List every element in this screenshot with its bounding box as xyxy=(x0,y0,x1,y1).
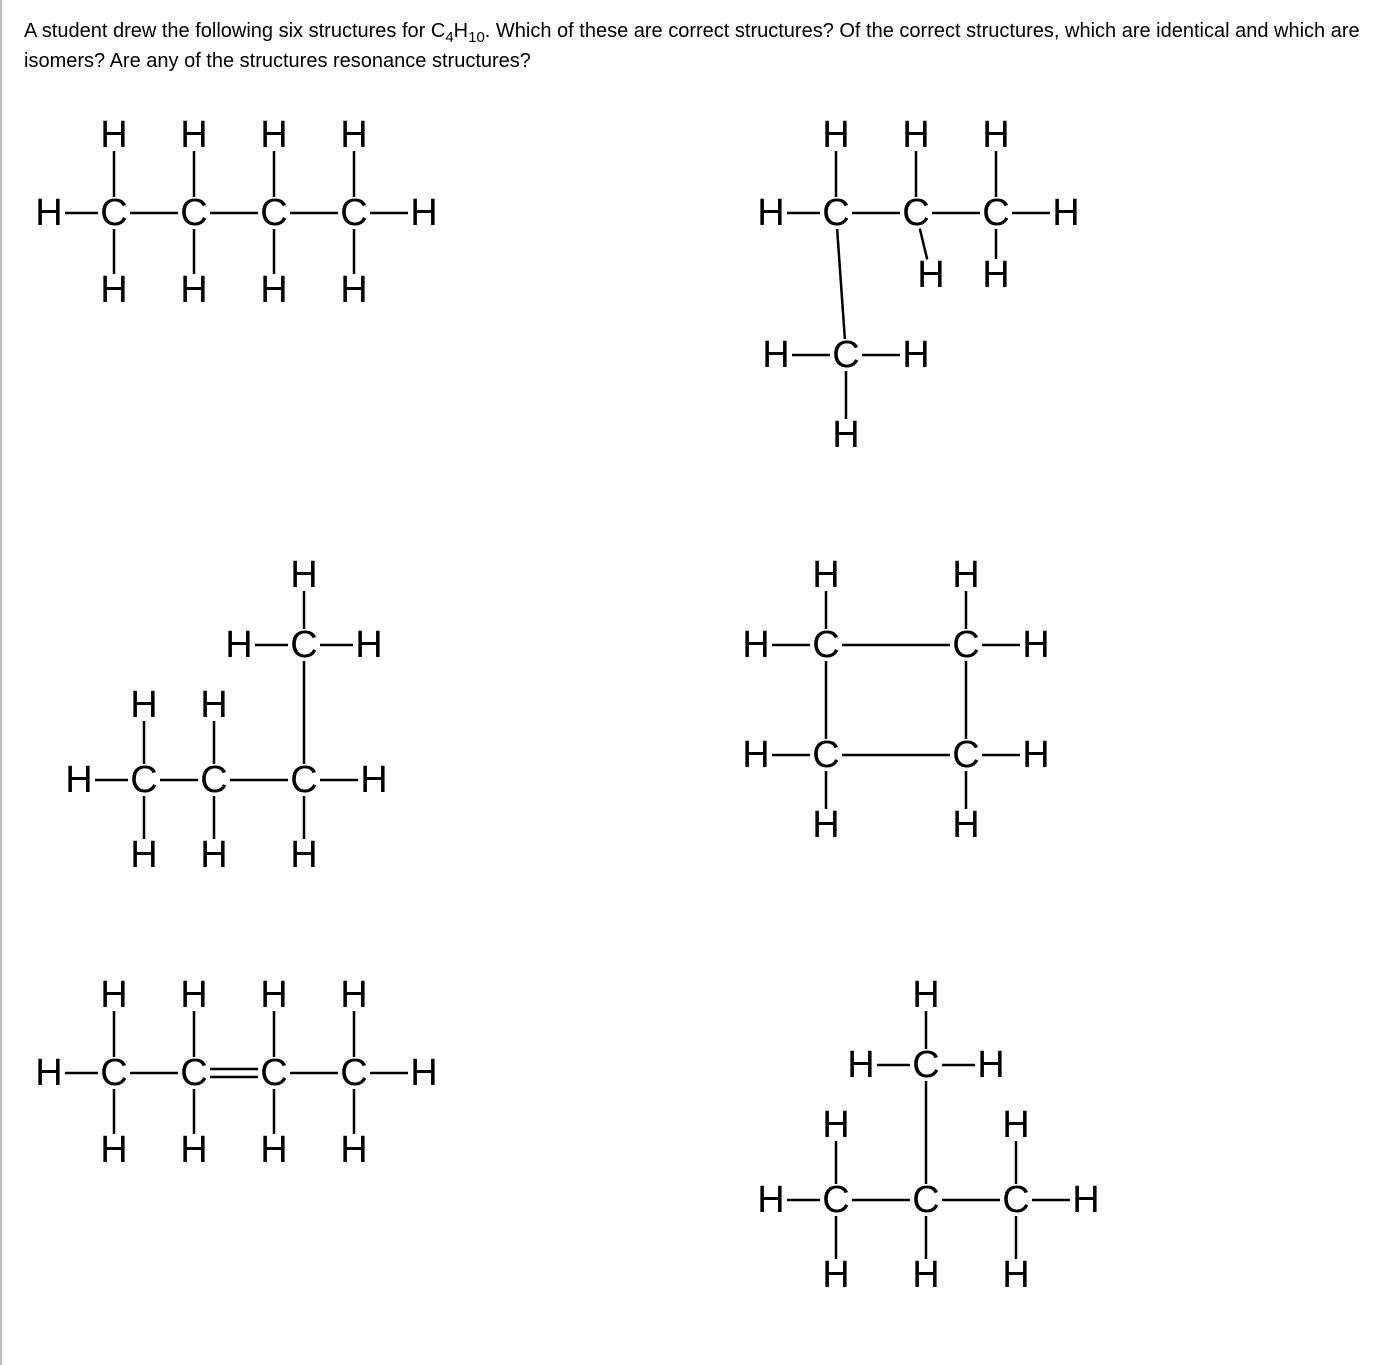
svg-text:H: H xyxy=(1052,192,1079,234)
svg-text:H: H xyxy=(260,1129,287,1165)
svg-text:H: H xyxy=(982,254,1009,296)
svg-text:H: H xyxy=(340,974,367,1016)
svg-text:H: H xyxy=(130,834,157,876)
svg-text:H: H xyxy=(1072,1179,1099,1221)
svg-text:C: C xyxy=(260,192,287,234)
svg-text:C: C xyxy=(832,334,859,376)
svg-text:H: H xyxy=(832,414,859,456)
svg-text:H: H xyxy=(260,974,287,1016)
svg-text:C: C xyxy=(200,759,227,801)
svg-text:H: H xyxy=(742,624,769,666)
svg-text:C: C xyxy=(340,1052,367,1094)
svg-text:H: H xyxy=(200,684,227,726)
svg-text:H: H xyxy=(742,734,769,776)
structure-5: HHHHHCCCCHHHHH xyxy=(24,965,676,1305)
svg-text:H: H xyxy=(290,554,317,596)
svg-text:H: H xyxy=(982,114,1009,156)
svg-text:H: H xyxy=(812,554,839,596)
svg-text:H: H xyxy=(822,1104,849,1146)
svg-text:H: H xyxy=(260,114,287,156)
structure-1: HHHHHCCCCHHHHH xyxy=(24,105,676,465)
svg-text:C: C xyxy=(912,1044,939,1086)
svg-text:C: C xyxy=(812,734,839,776)
svg-text:H: H xyxy=(290,834,317,876)
svg-text:H: H xyxy=(812,804,839,845)
svg-text:C: C xyxy=(822,192,849,234)
svg-text:H: H xyxy=(847,1044,874,1086)
svg-text:C: C xyxy=(100,192,127,234)
structure-2: HHHHCCCHHHHCHH xyxy=(716,105,1368,465)
svg-text:H: H xyxy=(1022,734,1049,776)
svg-text:H: H xyxy=(917,254,944,296)
svg-text:H: H xyxy=(200,834,227,876)
svg-text:H: H xyxy=(902,114,929,156)
svg-text:H: H xyxy=(360,759,387,801)
svg-text:C: C xyxy=(100,1052,127,1094)
svg-text:H: H xyxy=(340,269,367,305)
svg-text:H: H xyxy=(35,192,62,234)
svg-text:H: H xyxy=(1002,1104,1029,1146)
svg-text:C: C xyxy=(952,734,979,776)
svg-text:H: H xyxy=(902,334,929,376)
structure-6: HHCHHHHCCCHHHH xyxy=(716,965,1368,1305)
svg-text:C: C xyxy=(290,624,317,666)
svg-text:H: H xyxy=(180,974,207,1016)
svg-text:C: C xyxy=(260,1052,287,1094)
svg-text:H: H xyxy=(757,1179,784,1221)
svg-text:H: H xyxy=(340,1129,367,1165)
svg-text:H: H xyxy=(340,114,367,156)
svg-text:H: H xyxy=(100,974,127,1016)
svg-text:H: H xyxy=(912,1254,939,1296)
svg-text:H: H xyxy=(822,114,849,156)
question-text: A student drew the following six structu… xyxy=(24,18,1368,75)
svg-text:H: H xyxy=(952,554,979,596)
svg-text:H: H xyxy=(180,269,207,305)
svg-text:H: H xyxy=(762,334,789,376)
svg-text:H: H xyxy=(1022,624,1049,666)
svg-text:C: C xyxy=(130,759,157,801)
structure-3: HHCHHHHCCCHHHH xyxy=(24,545,676,885)
svg-text:C: C xyxy=(290,759,317,801)
svg-text:C: C xyxy=(822,1179,849,1221)
svg-text:C: C xyxy=(912,1179,939,1221)
svg-text:C: C xyxy=(812,624,839,666)
svg-text:C: C xyxy=(952,624,979,666)
svg-text:H: H xyxy=(757,192,784,234)
svg-text:C: C xyxy=(340,192,367,234)
svg-text:H: H xyxy=(100,114,127,156)
svg-text:H: H xyxy=(100,269,127,305)
svg-text:H: H xyxy=(410,192,437,234)
svg-text:C: C xyxy=(180,192,207,234)
svg-text:H: H xyxy=(822,1254,849,1296)
svg-text:H: H xyxy=(912,974,939,1016)
svg-text:H: H xyxy=(977,1044,1004,1086)
svg-text:C: C xyxy=(180,1052,207,1094)
svg-text:H: H xyxy=(1002,1254,1029,1296)
svg-text:H: H xyxy=(65,759,92,801)
svg-text:H: H xyxy=(180,1129,207,1165)
svg-text:H: H xyxy=(952,804,979,845)
svg-text:H: H xyxy=(100,1129,127,1165)
svg-text:C: C xyxy=(982,192,1009,234)
svg-text:H: H xyxy=(410,1052,437,1094)
svg-text:H: H xyxy=(355,624,382,666)
structure-4: HHHCCHHCCHHH xyxy=(716,545,1368,885)
svg-text:H: H xyxy=(180,114,207,156)
svg-text:C: C xyxy=(1002,1179,1029,1221)
svg-text:C: C xyxy=(902,192,929,234)
svg-text:H: H xyxy=(225,624,252,666)
svg-text:H: H xyxy=(260,269,287,305)
svg-text:H: H xyxy=(130,684,157,726)
svg-text:H: H xyxy=(35,1052,62,1094)
